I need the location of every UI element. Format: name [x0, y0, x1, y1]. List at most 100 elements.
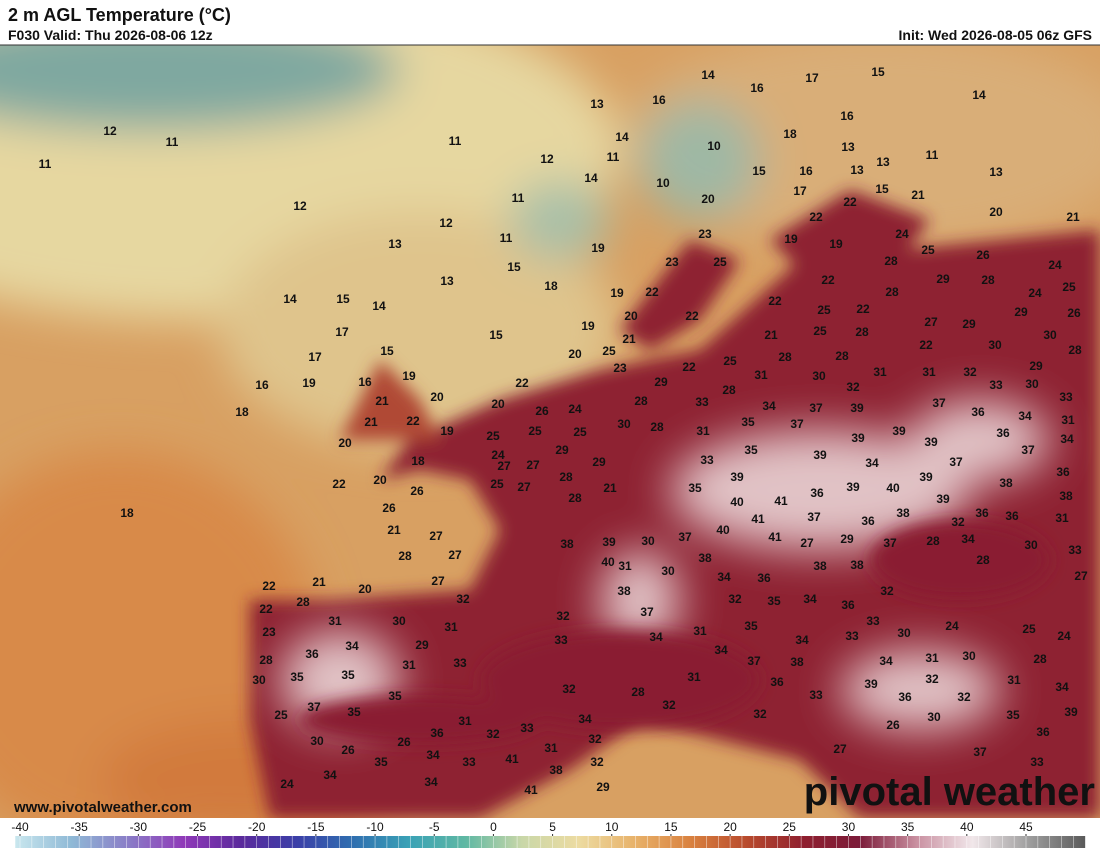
temperature-label: 16	[358, 375, 372, 389]
temperature-label: 36	[971, 405, 985, 419]
temperature-label: 22	[685, 309, 699, 323]
temperature-label: 27	[833, 742, 847, 756]
temperature-label: 33	[809, 688, 823, 702]
temperature-label: 29	[596, 780, 610, 794]
temperature-label: 30	[927, 710, 941, 724]
temperature-label: 31	[687, 670, 701, 684]
temperature-label: 11	[166, 135, 179, 149]
colorbar-tick-label: 5	[549, 820, 556, 834]
temperature-label: 37	[640, 605, 654, 619]
temperature-label: 36	[861, 514, 875, 528]
temperature-label: 26	[410, 484, 424, 498]
temperature-label: 32	[963, 365, 977, 379]
temperature-label: 28	[926, 534, 940, 548]
temperature-label: 38	[698, 551, 712, 565]
temperature-label: 37	[932, 396, 946, 410]
temperature-label: 28	[634, 394, 648, 408]
init-time: Init: Wed 2026-08-05 06z GFS	[899, 27, 1092, 43]
temperature-label: 14	[701, 68, 715, 82]
temperature-label: 34	[1055, 680, 1069, 694]
temperature-label: 29	[962, 317, 976, 331]
temperature-label: 22	[645, 285, 659, 299]
temperature-label: 18	[120, 506, 134, 520]
temperature-label: 28	[1068, 343, 1082, 357]
temperature-label: 28	[855, 325, 869, 339]
temperature-label: 37	[949, 455, 963, 469]
temperature-label: 35	[741, 415, 755, 429]
temperature-label: 34	[1018, 409, 1032, 423]
valid-time: F030 Valid: Thu 2026-08-06 12z	[8, 27, 213, 43]
temperature-label: 13	[440, 274, 454, 288]
temperature-label: 25	[602, 344, 616, 358]
temperature-label: 13	[590, 97, 604, 111]
temperature-label: 22	[809, 210, 823, 224]
temperature-label: 34	[717, 570, 731, 584]
temperature-label: 22	[262, 579, 276, 593]
temperature-label: 39	[892, 424, 906, 438]
temperature-label: 36	[841, 598, 855, 612]
temperature-label: 36	[1005, 509, 1019, 523]
temperature-label: 33	[1059, 390, 1073, 404]
temperature-label: 38	[813, 559, 827, 573]
temperature-label: 39	[730, 470, 744, 484]
temperature-label: 39	[936, 492, 950, 506]
temperature-label: 37	[973, 745, 987, 759]
temperature-label: 27	[517, 480, 531, 494]
temperature-label: 18	[411, 454, 425, 468]
temperature-label: 27	[526, 458, 540, 472]
temperature-label: 16	[840, 109, 854, 123]
temperature-label: 41	[774, 494, 788, 508]
temperature-label: 13	[841, 140, 855, 154]
temperature-label: 20	[989, 205, 1003, 219]
colorbar-tick-label: 15	[664, 820, 678, 834]
temperature-label: 35	[744, 443, 758, 457]
temperature-label: 31	[444, 620, 458, 634]
temperature-label: 34	[323, 768, 337, 782]
colorbar-tick-label: 0	[490, 820, 497, 834]
temperature-label: 18	[544, 279, 558, 293]
temperature-label: 36	[975, 506, 989, 520]
temperature-label: 12	[103, 124, 117, 138]
temperature-label: 35	[290, 670, 304, 684]
temperature-label: 29	[654, 375, 668, 389]
temperature-label: 36	[898, 690, 912, 704]
temperature-label: 33	[520, 721, 534, 735]
temperature-label: 31	[1061, 413, 1075, 427]
temperature-label: 21	[603, 481, 617, 495]
temperature-label: 32	[456, 592, 470, 606]
temperature-label: 36	[810, 486, 824, 500]
temperature-label: 35	[341, 668, 355, 682]
temperature-label: 26	[1067, 306, 1081, 320]
temperature-label: 33	[1030, 755, 1044, 769]
temperature-label: 33	[1068, 543, 1082, 557]
temperature-label: 15	[875, 182, 889, 196]
temperature-label: 11	[449, 134, 462, 148]
temperature-label: 30	[962, 649, 976, 663]
temperature-label: 34	[865, 456, 879, 470]
temperature-label: 25	[573, 425, 587, 439]
temperature-label: 27	[497, 459, 511, 473]
temperature-label: 36	[1056, 465, 1070, 479]
temperature-label: 28	[884, 254, 898, 268]
temperature-label: 12	[439, 216, 453, 230]
temperature-label: 38	[850, 558, 864, 572]
temperature-label: 22	[919, 338, 933, 352]
temperature-label: 41	[751, 512, 765, 526]
temperature-label: 32	[951, 515, 965, 529]
temperature-label: 25	[713, 255, 727, 269]
temperature-label: 33	[462, 755, 476, 769]
temperature-label: 38	[549, 763, 563, 777]
temperature-label: 22	[406, 414, 420, 428]
temperature-label: 21	[622, 332, 636, 346]
colorbar-tick-label: 40	[960, 820, 974, 834]
temperature-label: 24	[491, 448, 505, 462]
temperature-label: 26	[976, 248, 990, 262]
temperature-label: 13	[388, 237, 402, 251]
temperature-label: 32	[728, 592, 742, 606]
temperature-label: 35	[767, 594, 781, 608]
temperature-label: 31	[693, 624, 707, 638]
colorbar-tick-label: -10	[366, 820, 384, 834]
temperature-label: 33	[845, 629, 859, 643]
temperature-label: 31	[544, 741, 558, 755]
